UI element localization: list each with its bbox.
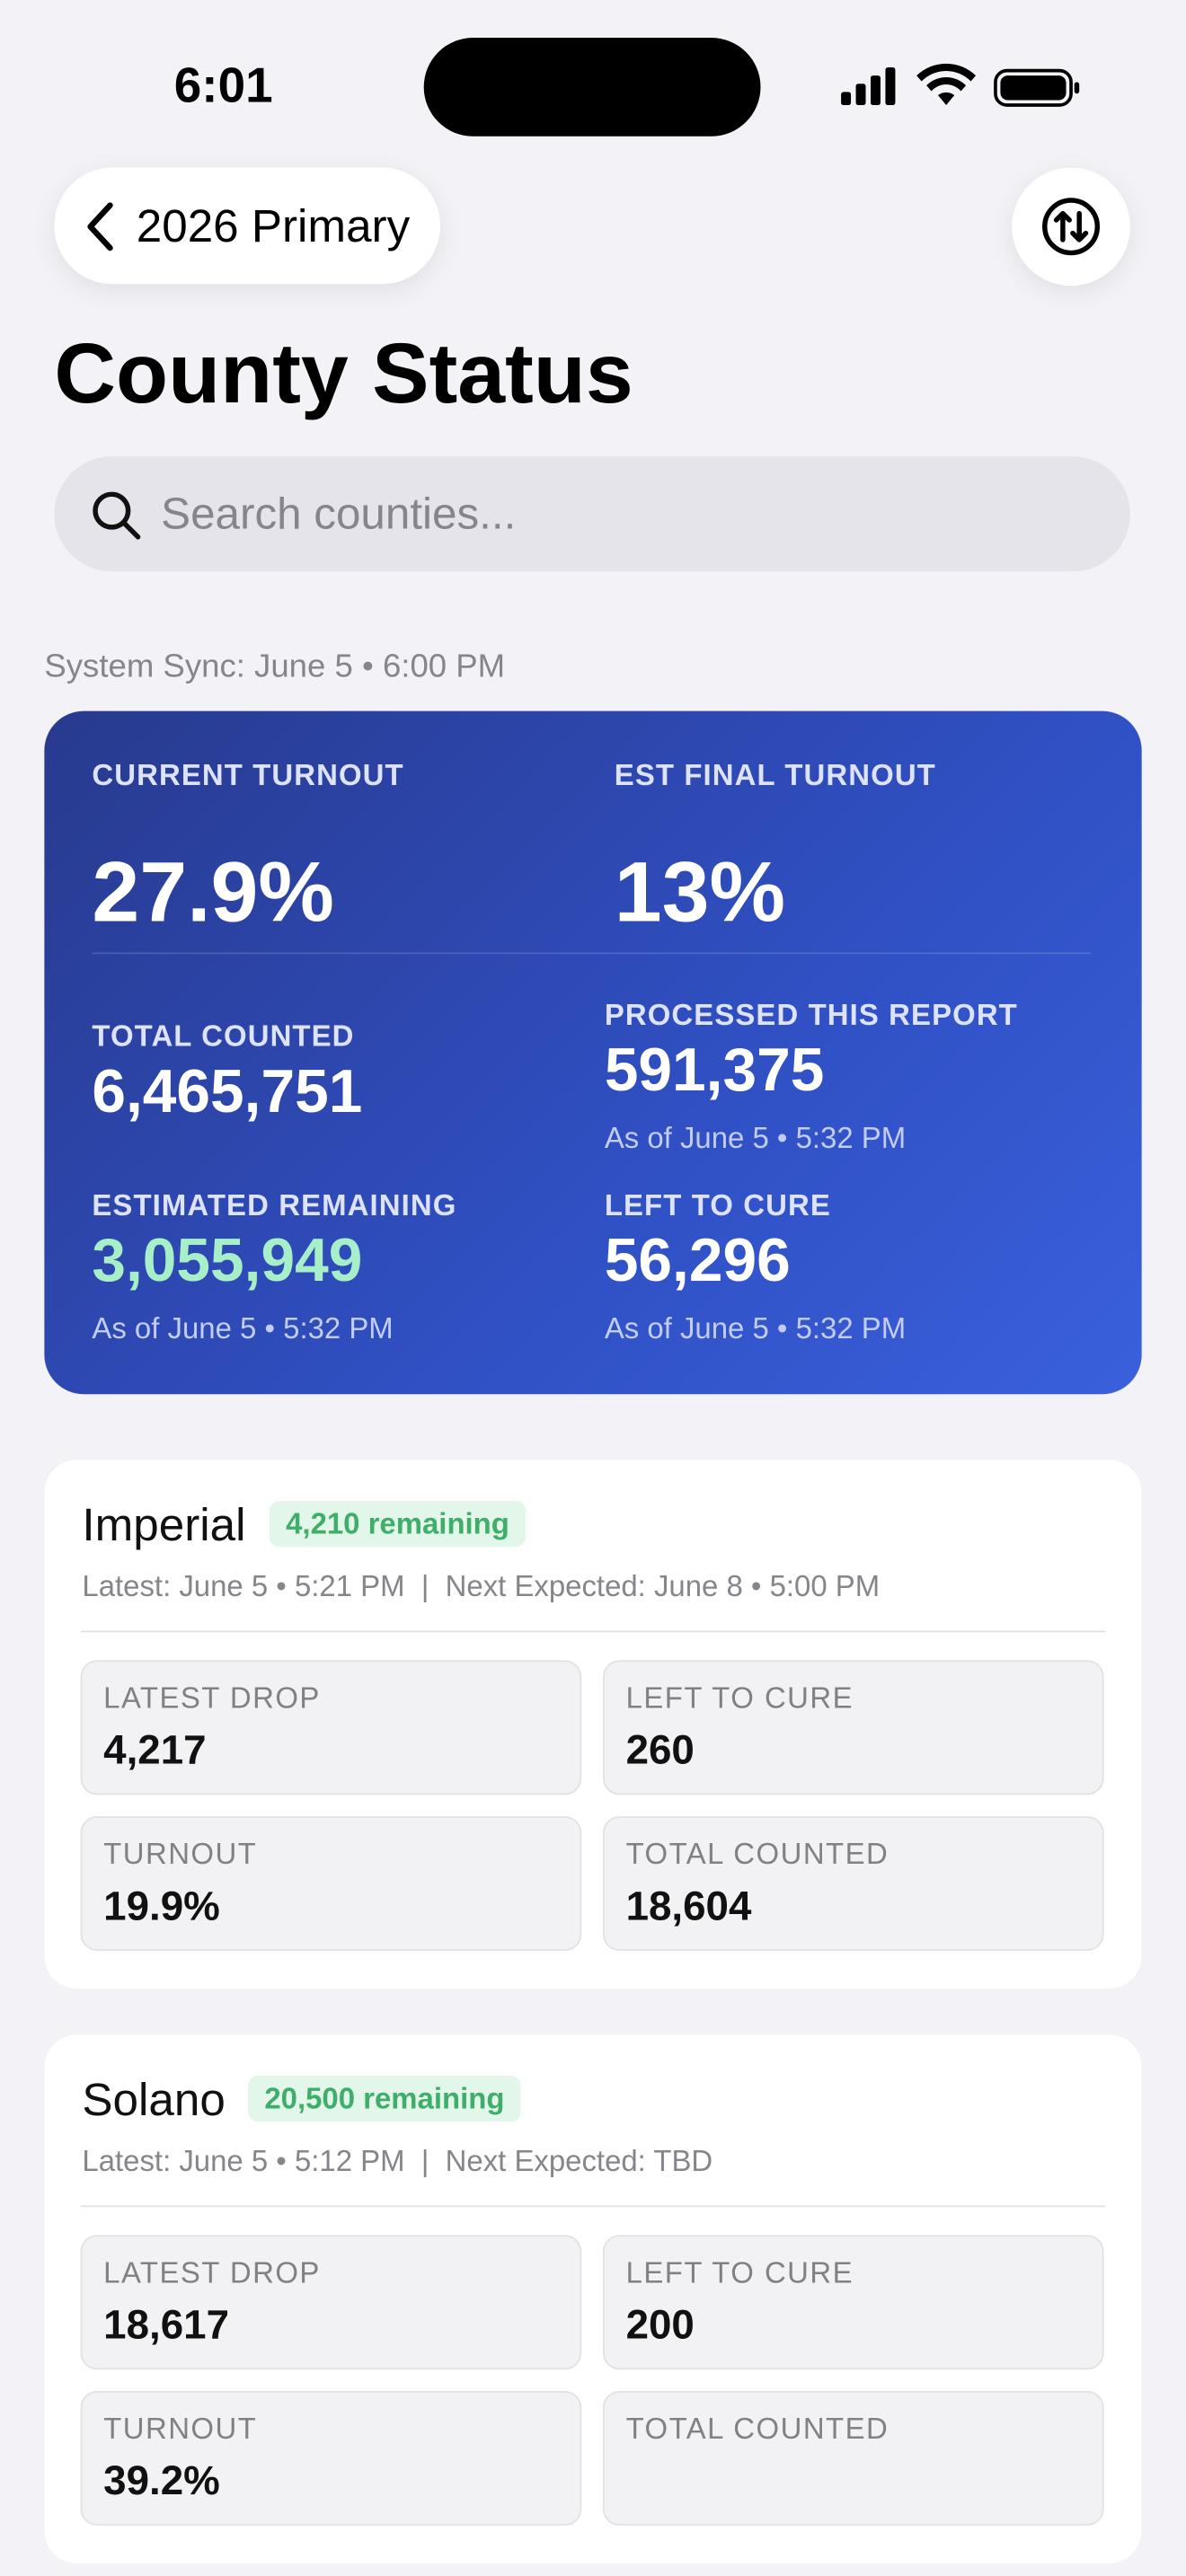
stat-label: LEFT TO CURE [625,1681,854,1715]
stat-label: LATEST DROP [103,2256,321,2289]
stat-value: 56,296 [604,1226,791,1294]
county-name: Solano [82,2074,226,2125]
stat-label: TOTAL COUNTED [625,1837,890,1871]
stat-note: As of June 5 • 5:32 PM [92,1311,394,1345]
sort-button[interactable] [1012,167,1130,287]
dynamic-island [423,38,761,137]
county-card: Solano 20,500 remaining Latest: June 5 • 5… [44,2034,1142,2563]
stat-label: LEFT TO CURE [604,1188,831,1222]
county-name: Imperial [82,1499,246,1550]
stat-label: PROCESSED THIS REPORT [604,998,1018,1032]
search-placeholder: Search counties... [161,489,517,539]
stat-value: 260 [625,1727,695,1774]
stat-label: EST FINAL TURNOUT [614,758,936,792]
stat-value: 39.2% [103,2457,220,2505]
stat-box: TURNOUT 39.2% [80,2391,582,2526]
county-meta: Latest: June 5 • 5:12 PM | Next Expected… [82,2144,713,2178]
stat-value: 591,375 [604,1036,825,1104]
chevron-icon [87,202,113,251]
stat-label: LATEST DROP [103,1681,321,1715]
stat-value: 200 [625,2302,695,2349]
stat-value: 13% [614,845,786,941]
divider [92,952,1091,955]
search-bar[interactable]: Search counties... [54,456,1130,572]
stat-value: 27.9% [92,845,334,941]
divider [80,1630,1106,1633]
back-label: 2026 Primary [136,200,411,251]
stat-value: 6,465,751 [92,1057,363,1125]
stat-label: LEFT TO CURE [625,2256,854,2289]
stat-value: 4,217 [103,1727,207,1774]
stat-label: TOTAL COUNTED [625,2412,890,2446]
stat-note: As of June 5 • 5:32 PM [604,1311,907,1345]
stat-label: TURNOUT [103,2412,258,2446]
stat-box: TURNOUT 19.9% [80,1816,582,1952]
stat-box: LATEST DROP 4,217 [80,1660,582,1795]
stat-note: As of June 5 • 5:32 PM [604,1121,907,1155]
divider [80,2205,1106,2208]
summary-card [44,710,1142,1395]
back-button[interactable]: 2026 Primary [54,167,440,285]
sort-icon [1042,198,1101,256]
stat-value: 18,604 [625,1883,752,1930]
status-icons [841,63,1080,107]
clock: 6:01 [173,58,273,114]
stat-label: CURRENT TURNOUT [92,758,404,792]
stat-box: TOTAL COUNTED 18,604 [602,1816,1104,1952]
county-meta: Latest: June 5 • 5:21 PM | Next Expected… [82,1569,881,1603]
stat-value: 3,055,949 [92,1226,363,1294]
stat-box: TOTAL COUNTED [602,2391,1104,2526]
stat-label: TURNOUT [103,1837,258,1871]
remaining-badge: 20,500 remaining [248,2075,521,2122]
search-icon [93,491,141,540]
stat-box: LEFT TO CURE 260 [602,1660,1104,1795]
stat-label: TOTAL COUNTED [92,1019,355,1053]
stat-value: 18,617 [103,2302,229,2349]
stat-box: LEFT TO CURE 200 [602,2235,1104,2370]
stat-label: ESTIMATED REMAINING [92,1188,457,1222]
sync-text: System Sync: June 5 • 6:00 PM [44,648,506,685]
remaining-badge: 4,210 remaining [269,1501,527,1548]
page-title: County Status [54,326,633,422]
stat-box: LATEST DROP 18,617 [80,2235,582,2370]
county-card: Imperial 4,210 remaining Latest: June 5 • … [44,1460,1142,1989]
stat-value: 19.9% [103,1883,220,1930]
